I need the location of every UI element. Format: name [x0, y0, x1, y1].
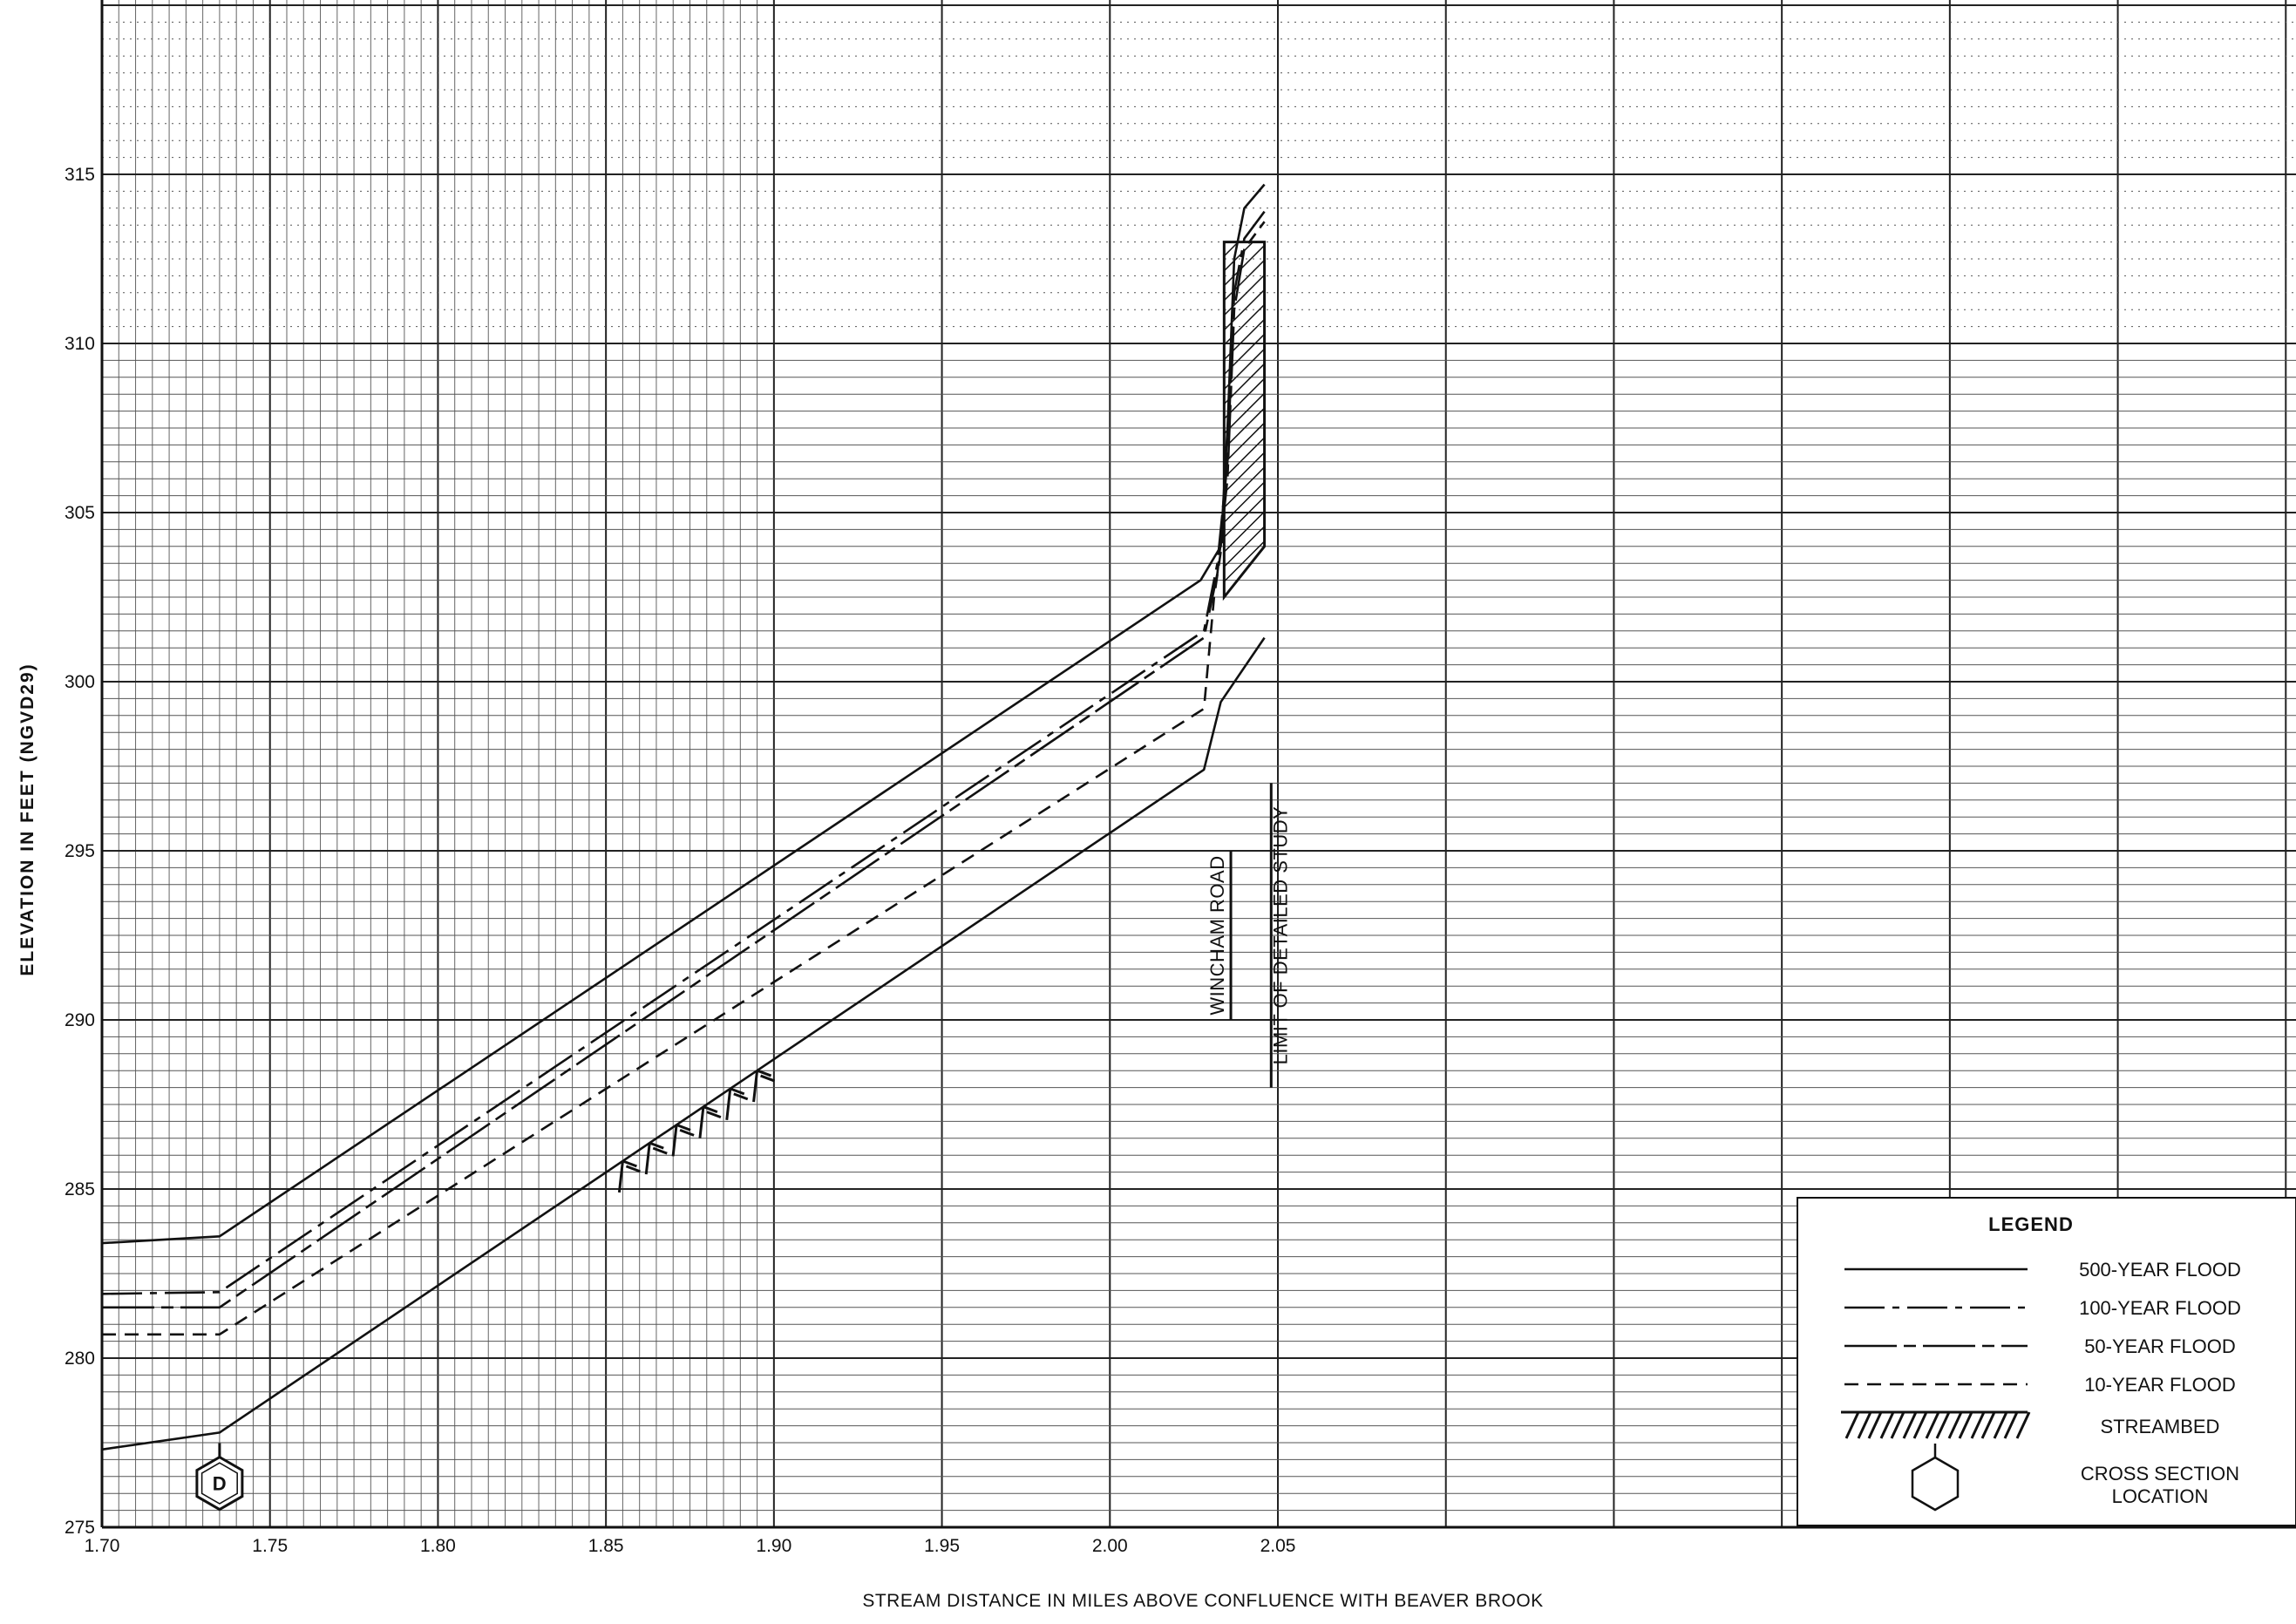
10-year-flood-line: [102, 529, 1226, 1336]
legend-label: 10-YEAR FLOOD: [2084, 1374, 2236, 1396]
streambed-line: [101, 636, 1266, 1451]
legend-streambed-hatch: [1867, 1411, 1895, 1439]
x-tick-label: 1.70: [85, 1536, 120, 1556]
cross-section-marker-inner: [200, 1462, 238, 1505]
profile-features: WINCHAM ROAD LIMIT OF DETAILED STUDY D: [195, 241, 1291, 1512]
x-tick-label: 2.05: [1260, 1536, 1296, 1556]
y-tick-label: 310: [65, 334, 95, 354]
legend-label: 500-YEAR FLOOD: [2079, 1259, 2241, 1281]
streambed-hatch-mark: [617, 1159, 641, 1193]
y-tick-label: 290: [65, 1010, 95, 1030]
legend-streambed-hatch: [2003, 1411, 2031, 1439]
limit-of-study-label: LIMIT OF DETAILED STUDY: [1269, 806, 1291, 1065]
x-tick-label: 2.00: [1092, 1536, 1128, 1556]
legend-entry: 500-YEAR FLOOD: [1844, 1259, 2241, 1281]
y-tick-label: 305: [65, 503, 95, 523]
x-tick-label: 1.90: [756, 1536, 791, 1556]
legend-label: CROSS SECTION: [2081, 1463, 2239, 1485]
bridge-opening: [1222, 241, 1267, 601]
y-tick-label: 285: [65, 1179, 95, 1199]
x-tick-label: 1.80: [420, 1536, 456, 1556]
y-axis-title: ELEVATION IN FEET (NGVD29): [17, 663, 37, 975]
legend-box: [1797, 1197, 2296, 1526]
streambed-hatch-mark: [644, 1141, 668, 1175]
legend-streambed-hatch: [1935, 1411, 1963, 1439]
x-tick-label: 1.85: [588, 1536, 624, 1556]
legend-streambed-hatch: [1890, 1411, 1918, 1439]
cross-section-label: D: [213, 1473, 227, 1495]
legend-streambed-hatch: [1980, 1411, 2008, 1439]
legend-entry: 10-YEAR FLOOD: [1844, 1374, 2236, 1396]
legend-hexagon: [1911, 1456, 1960, 1512]
legend-label: 100-YEAR FLOOD: [2079, 1297, 2241, 1319]
y-tick-label: 295: [65, 841, 95, 861]
y-tick-label: 300: [65, 672, 95, 692]
streambed-hatch-mark: [752, 1069, 776, 1103]
x-tick-label: 1.95: [924, 1536, 960, 1556]
grid: [100, 0, 2296, 1529]
streambed-hatch-mark: [725, 1087, 749, 1121]
y-tick-label: 275: [65, 1518, 95, 1538]
legend-title: LEGEND: [1988, 1213, 2074, 1235]
x-axis-title: STREAM DISTANCE IN MILES ABOVE CONFLUENC…: [862, 1591, 1543, 1611]
x-tick-label: 1.75: [252, 1536, 288, 1556]
y-tick-label: 315: [65, 165, 95, 185]
axis-ticks: 1.70 1.75 1.80 1.85 1.90 1.95 2.00 2.05 275 280 28…: [65, 165, 1295, 1556]
legend-entry: 50-YEAR FLOOD: [1844, 1335, 2236, 1357]
streambed-hatch-mark: [698, 1105, 722, 1138]
legend-streambed-hatch: [1912, 1411, 1940, 1439]
legend-entry: STREAMBED: [1841, 1410, 2220, 1439]
legend: LEGEND 500-YEAR FLOOD 100-YEAR FLOOD 50-YE…: [1797, 1197, 2296, 1526]
streambed-hatch: [617, 1069, 776, 1193]
streambed-hatch-mark: [671, 1123, 695, 1157]
y-tick-label: 280: [65, 1349, 95, 1369]
legend-entry: 100-YEAR FLOOD: [1844, 1297, 2241, 1319]
legend-streambed-hatch: [1844, 1411, 1872, 1439]
legend-label: STREAMBED: [2101, 1416, 2220, 1437]
legend-label-line2: LOCATION: [2112, 1485, 2209, 1507]
100-year-flood-line: [101, 210, 1266, 1295]
legend-streambed-hatch: [1958, 1411, 1986, 1439]
wincham-road-label: WINCHAM ROAD: [1206, 855, 1228, 1015]
legend-label: 50-YEAR FLOOD: [2084, 1335, 2236, 1357]
